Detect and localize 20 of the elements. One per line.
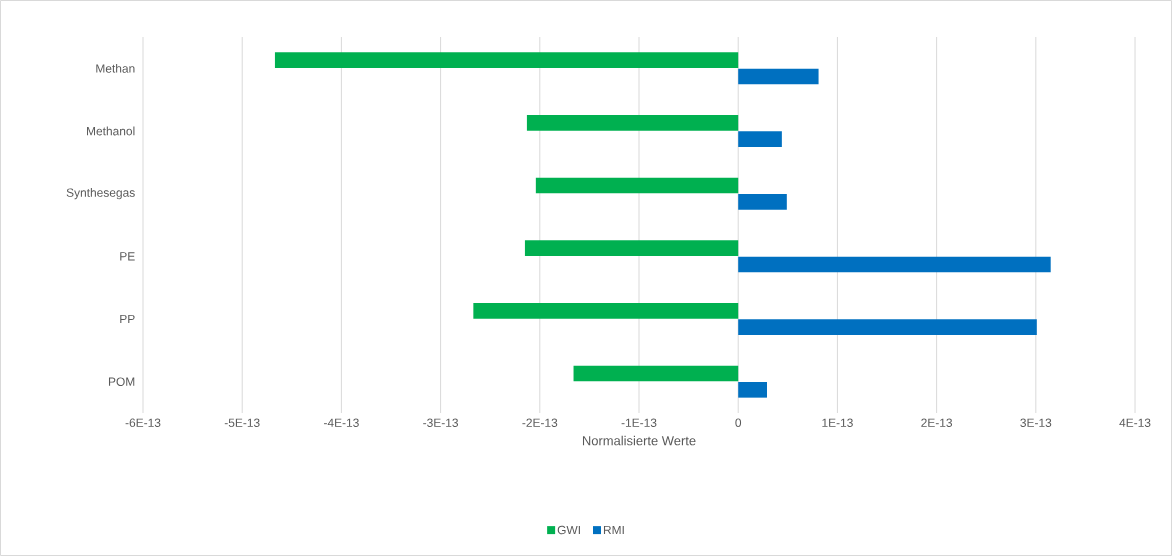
x-tick-label: -3E-13 <box>423 418 459 427</box>
x-tick-label: -4E-13 <box>323 418 359 427</box>
x-axis-title: Normalisierte Werte <box>582 435 696 446</box>
y-tick-label: Methan <box>96 63 135 73</box>
x-tick-label: -2E-13 <box>522 418 558 427</box>
x-tick-label: 0 <box>735 418 742 427</box>
x-tick-label: 3E-13 <box>1020 418 1052 427</box>
y-tick-label: PP <box>120 314 135 324</box>
y-tick-label: Methanol <box>87 126 135 136</box>
x-tick-label: 2E-13 <box>921 418 953 427</box>
legend-label: GWI <box>557 525 580 535</box>
x-tick-label: -5E-13 <box>224 418 260 427</box>
legend-label: RMI <box>603 525 624 535</box>
y-tick-label: POM <box>108 377 135 386</box>
y-tick-label: Synthesegas <box>66 188 135 200</box>
x-tick-label: 4E-13 <box>1119 418 1151 427</box>
x-tick-label: -1E-13 <box>621 418 657 427</box>
x-tick-label: -6E-13 <box>125 418 161 427</box>
x-tick-label: 1E-13 <box>822 418 853 427</box>
y-tick-label: PE <box>120 252 135 261</box>
